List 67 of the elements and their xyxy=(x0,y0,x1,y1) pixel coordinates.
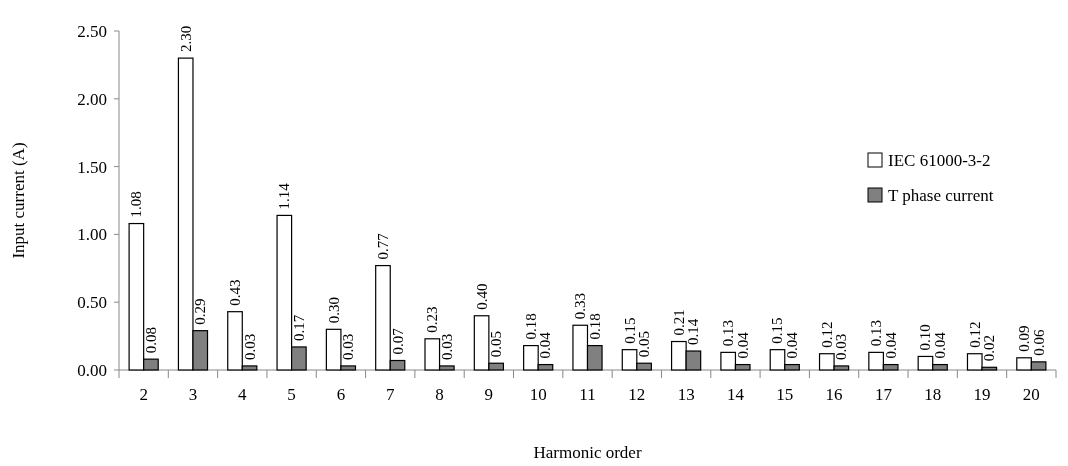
data-label: 0.77 xyxy=(374,232,391,260)
data-label: 0.40 xyxy=(473,283,490,310)
data-label: 0.15 xyxy=(621,317,638,344)
y-tick-label: 2.50 xyxy=(77,21,107,41)
data-label: 2.30 xyxy=(177,25,194,53)
y-tick-label: 0.50 xyxy=(77,293,107,313)
x-tick-label: 20 xyxy=(1022,385,1040,404)
x-tick-label: 8 xyxy=(435,385,444,404)
x-tick-label: 9 xyxy=(484,385,494,404)
data-label: 0.23 xyxy=(424,306,441,333)
data-label: 0.03 xyxy=(833,333,850,360)
data-label: 0.12 xyxy=(966,321,983,348)
data-label: 0.13 xyxy=(720,320,737,347)
data-label: 0.05 xyxy=(636,330,653,358)
data-label: 0.33 xyxy=(572,293,589,320)
y-tick-label: 2.00 xyxy=(77,89,107,109)
data-label: 0.03 xyxy=(340,333,357,360)
data-label: 0.29 xyxy=(192,298,209,325)
x-tick-label: 4 xyxy=(238,385,248,404)
data-label: 0.10 xyxy=(917,324,934,351)
x-tick-label: 14 xyxy=(726,385,745,404)
data-label: 0.18 xyxy=(522,313,539,340)
x-tick-label: 16 xyxy=(825,385,843,404)
data-label: 0.02 xyxy=(981,335,998,362)
x-tick-label: 17 xyxy=(874,385,893,404)
x-tick-label: 5 xyxy=(287,385,296,404)
y-tick-label: 0.00 xyxy=(77,360,107,380)
data-label: 0.08 xyxy=(142,326,159,354)
x-axis-title: Harmonic order xyxy=(533,443,642,462)
x-tick-label: 10 xyxy=(529,385,547,404)
data-label: 0.04 xyxy=(537,331,554,359)
data-label: 0.07 xyxy=(389,327,406,355)
data-label: 0.03 xyxy=(241,333,258,360)
x-tick-label: 12 xyxy=(628,385,646,404)
x-tick-label: 7 xyxy=(385,385,395,404)
data-label: 0.04 xyxy=(882,331,899,359)
x-tick-label: 18 xyxy=(924,385,942,404)
data-label: 0.14 xyxy=(685,318,702,346)
x-tick-label: 15 xyxy=(776,385,794,404)
data-label: 0.15 xyxy=(769,317,786,344)
legend-label: T phase current xyxy=(888,185,994,205)
x-tick-label: 2 xyxy=(139,385,148,404)
data-label: 0.12 xyxy=(818,321,835,348)
data-label: 1.14 xyxy=(276,182,293,210)
data-label: 0.18 xyxy=(586,313,603,340)
x-tick-label: 19 xyxy=(973,385,991,404)
y-axis-title: Input current (A) xyxy=(9,142,28,259)
data-label: 0.30 xyxy=(325,297,342,324)
data-label: 0.03 xyxy=(438,333,455,360)
y-tick-label: 1.50 xyxy=(77,157,107,177)
data-label: 0.43 xyxy=(227,279,244,306)
y-tick-label: 1.00 xyxy=(77,225,107,245)
data-label: 1.08 xyxy=(128,191,145,218)
x-tick-label: 13 xyxy=(677,385,695,404)
data-label: 0.04 xyxy=(931,331,948,359)
x-tick-label: 6 xyxy=(336,385,346,404)
data-label: 0.04 xyxy=(734,331,751,359)
data-label: 0.17 xyxy=(290,314,307,341)
data-label: 0.04 xyxy=(784,331,801,359)
data-label: 0.13 xyxy=(868,320,885,347)
legend-label: IEC 61000-3-2 xyxy=(888,150,991,170)
data-label: 0.05 xyxy=(488,330,505,358)
x-tick-label: 3 xyxy=(188,385,198,404)
data-label: 0.06 xyxy=(1030,329,1047,356)
data-label: 0.09 xyxy=(1016,325,1033,352)
data-label: 0.21 xyxy=(670,309,687,336)
x-tick-label: 11 xyxy=(579,385,596,404)
